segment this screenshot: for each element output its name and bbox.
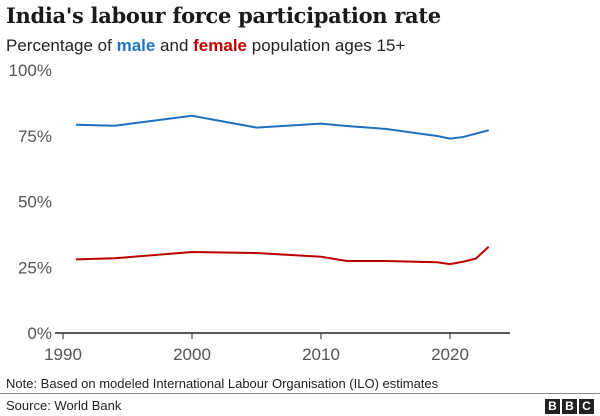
logo-letter: C bbox=[579, 399, 594, 414]
subtitle-female: female bbox=[193, 36, 248, 55]
x-tick-label: 2020 bbox=[431, 345, 469, 364]
subtitle-mid: and bbox=[155, 36, 194, 55]
y-tick-label: 0% bbox=[27, 324, 52, 343]
subtitle-suffix: population ages 15+ bbox=[247, 36, 406, 55]
chart-note: Note: Based on modeled International Lab… bbox=[6, 376, 439, 391]
chart-source: Source: World Bank bbox=[6, 398, 122, 413]
subtitle-male: male bbox=[116, 36, 156, 55]
chart-title: India's labour force participation rate bbox=[6, 3, 441, 28]
x-tick-label: 2000 bbox=[173, 345, 211, 364]
series-line-male bbox=[75, 114, 489, 140]
x-tick-label: 1990 bbox=[44, 345, 82, 364]
y-tick-label: 100% bbox=[9, 61, 52, 80]
y-tick-label: 50% bbox=[18, 193, 52, 212]
x-tick-label: 2010 bbox=[302, 345, 340, 364]
y-tick-label: 75% bbox=[18, 127, 52, 146]
subtitle-prefix: Percentage of bbox=[6, 36, 117, 55]
logo-letter: B bbox=[545, 399, 560, 414]
series-line-female bbox=[75, 245, 490, 266]
y-tick-label: 25% bbox=[18, 258, 52, 277]
logo-letter: B bbox=[562, 399, 577, 414]
divider bbox=[0, 393, 600, 394]
chart-subtitle: Percentage of male and female population… bbox=[6, 36, 405, 56]
